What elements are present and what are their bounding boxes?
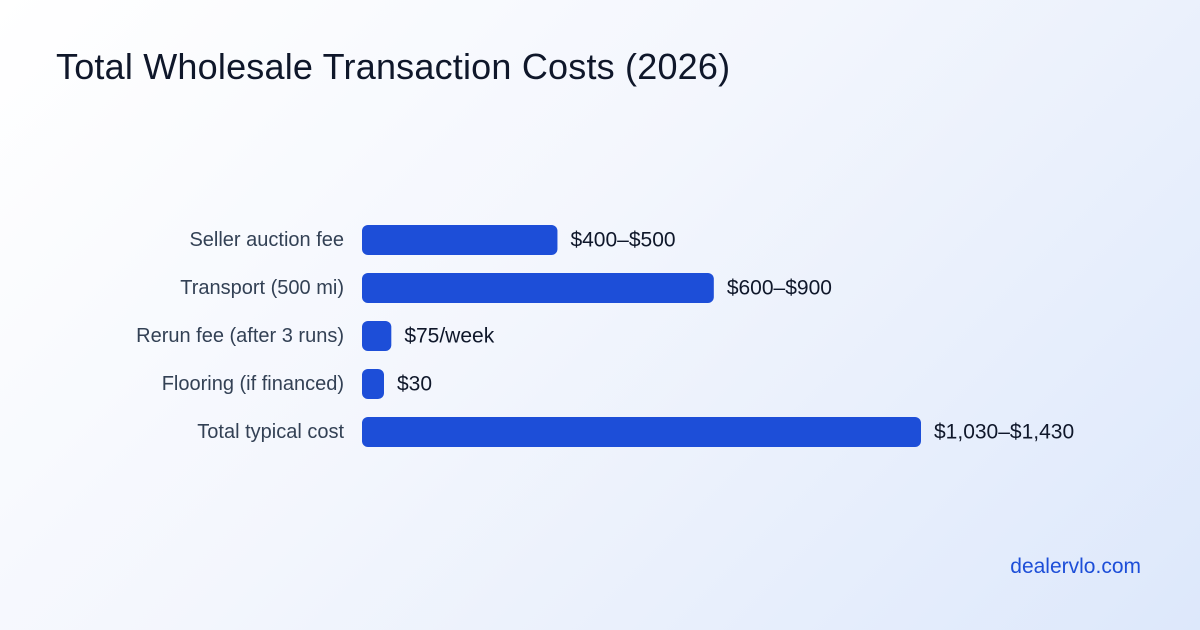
value-label: $600–$900 xyxy=(727,277,832,300)
category-label: Transport (500 mi) xyxy=(180,277,344,299)
bar xyxy=(362,369,384,399)
bar xyxy=(362,321,392,351)
value-label: $30 xyxy=(397,373,432,396)
bar xyxy=(362,225,558,255)
bars-layer: Seller auction fee $400–$500 Transport (50… xyxy=(136,225,1074,447)
category-label: Flooring (if financed) xyxy=(162,373,344,395)
footer-site-link[interactable]: dealervlo.com xyxy=(1010,555,1141,578)
value-label: $1,030–$1,430 xyxy=(934,421,1074,444)
category-label: Total typical cost xyxy=(197,421,344,443)
value-label: $400–$500 xyxy=(570,229,675,252)
value-label: $75/week xyxy=(404,325,494,348)
category-label: Rerun fee (after 3 runs) xyxy=(136,325,344,347)
bar xyxy=(362,417,921,447)
chart-title: Total Wholesale Transaction Costs (2026) xyxy=(56,46,731,87)
category-label: Seller auction fee xyxy=(189,229,344,251)
bar xyxy=(362,273,714,303)
